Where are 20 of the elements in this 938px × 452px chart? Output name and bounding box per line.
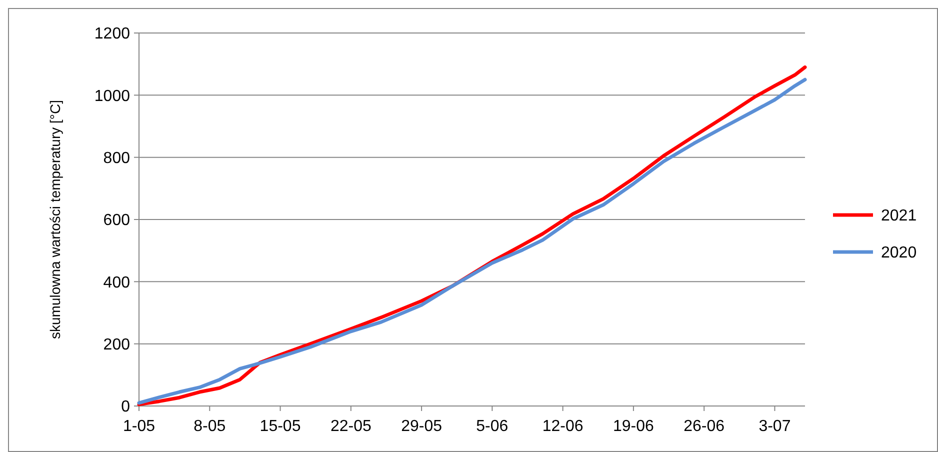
y-tick-label: 0 bbox=[121, 398, 130, 416]
y-tick-label: 600 bbox=[103, 212, 130, 230]
y-axis-title: skumulowna wartości temperatury [°C] bbox=[47, 100, 63, 340]
x-tick-label: 12-06 bbox=[542, 418, 584, 435]
legend-label: 2020 bbox=[881, 244, 917, 262]
legend-label: 2021 bbox=[881, 208, 917, 225]
y-tick-label: 200 bbox=[103, 336, 130, 354]
x-tick-label: 8-05 bbox=[194, 418, 226, 435]
x-tick-label: 26-06 bbox=[684, 418, 725, 435]
y-tick-label: 1000 bbox=[94, 88, 130, 105]
y-tick-label: 1200 bbox=[94, 26, 130, 43]
x-tick-label: 29-05 bbox=[401, 418, 442, 435]
y-tick-label: 800 bbox=[103, 150, 130, 167]
x-tick-label: 22-05 bbox=[330, 418, 372, 435]
y-tick-label: 400 bbox=[103, 274, 130, 292]
x-tick-label: 5-06 bbox=[476, 418, 508, 435]
x-tick-label: 19-06 bbox=[612, 418, 654, 435]
x-tick-label: 15-05 bbox=[260, 418, 301, 435]
x-tick-label: 3-07 bbox=[758, 418, 791, 435]
x-tick-label: 1-05 bbox=[122, 418, 156, 435]
